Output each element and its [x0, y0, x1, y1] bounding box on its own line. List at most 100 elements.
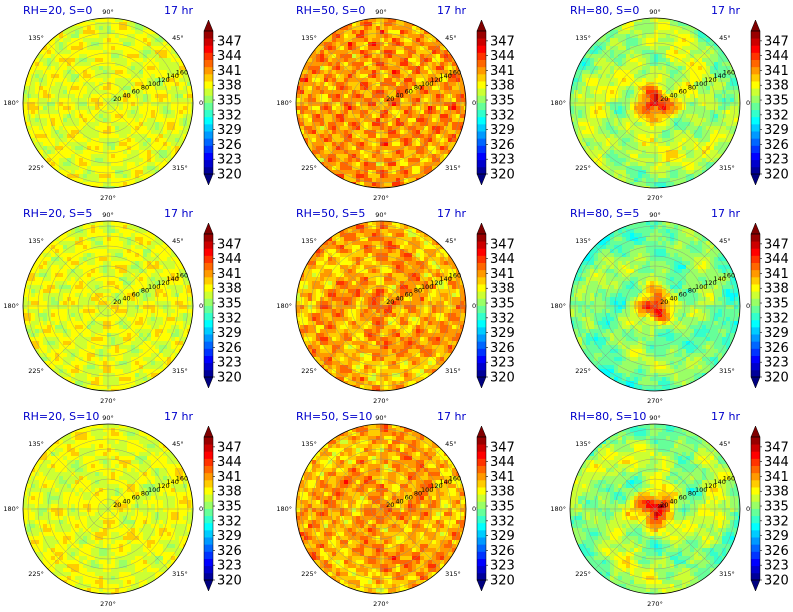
angle-tick-label: 225° — [28, 570, 44, 578]
angle-tick-label: 0° — [199, 505, 206, 513]
angle-tick-label: 315° — [172, 164, 188, 172]
colorbar-tick-label: 332 — [764, 108, 789, 123]
radial-tick-label: 20 — [113, 298, 121, 306]
colorbar-tick-label: 320 — [217, 168, 242, 183]
radial-tick-label: 20 — [660, 95, 668, 103]
colorbar-tick-label: 326 — [490, 138, 515, 153]
polar-outline — [22, 17, 194, 189]
radial-tick-label: 80 — [688, 490, 696, 498]
radial-tick-label: 60 — [405, 494, 413, 502]
angle-tick-label: 225° — [575, 570, 591, 578]
angle-tick-label: 315° — [719, 367, 735, 375]
angle-tick-label: 225° — [301, 570, 317, 578]
radial-tick-label: 60 — [679, 494, 687, 502]
angle-tick-label: 315° — [172, 367, 188, 375]
colorbar-tick-label: 347 — [217, 34, 242, 49]
radial-tick-label: 100 — [421, 283, 433, 291]
colorbar-tick-label: 326 — [764, 138, 789, 153]
colorbar-tick-label: 332 — [490, 311, 515, 326]
colorbar-tick-label: 341 — [217, 267, 242, 282]
colorbar-tick-label: 326 — [217, 341, 242, 356]
angle-tick-label: 135° — [575, 34, 591, 42]
radial-tick-label: 160 — [176, 68, 188, 76]
colorbar-tick-label: 335 — [217, 94, 242, 109]
radial-tick-label: 140 — [439, 478, 451, 486]
colorbar-tick-label: 329 — [490, 326, 515, 341]
angle-tick-label: 90° — [375, 8, 387, 16]
radial-tick-label: 40 — [669, 294, 677, 302]
colorbar-tick-label: 347 — [490, 237, 515, 252]
panel-time-label: 17 hr — [437, 410, 466, 423]
colorbar-tick-label: 341 — [490, 470, 515, 485]
angle-tick-label: 180° — [276, 302, 292, 310]
colorbar-tick-label: 335 — [217, 297, 242, 312]
radial-tick-label: 20 — [113, 501, 121, 509]
radial-tick-label: 140 — [713, 72, 725, 80]
angle-tick-label: 180° — [276, 505, 292, 513]
angle-tick-label: 0° — [199, 99, 206, 107]
angle-tick-label: 225° — [28, 367, 44, 375]
polar-grid — [23, 424, 193, 594]
polar-grid — [570, 424, 740, 594]
colorbar-tick-label: 335 — [764, 94, 789, 109]
radial-tick-label: 120 — [704, 279, 716, 287]
polar-outline — [22, 423, 194, 595]
colorbar-tick-label: 347 — [217, 440, 242, 455]
polar-grid — [296, 18, 466, 188]
colorbar-tick-label: 329 — [217, 123, 242, 138]
polar-grid — [23, 18, 193, 188]
angle-tick-label: 315° — [445, 367, 461, 375]
angle-tick-label: 90° — [649, 414, 661, 422]
colorbar-tick-label: 329 — [217, 529, 242, 544]
radial-tick-label: 140 — [166, 72, 178, 80]
colorbar-tick-label: 332 — [764, 311, 789, 326]
angle-tick-label: 0° — [746, 505, 753, 513]
angle-tick-label: 180° — [3, 302, 19, 310]
radial-tick-label: 60 — [679, 291, 687, 299]
radial-tick-label: 160 — [449, 474, 461, 482]
colorbar-tick-label: 344 — [764, 49, 789, 64]
angle-tick-label: 90° — [102, 211, 114, 219]
colorbar-tick-label: 344 — [217, 455, 242, 470]
radial-tick-label: 140 — [166, 478, 178, 486]
angle-tick-label: 0° — [746, 302, 753, 310]
radial-tick-label: 120 — [157, 482, 169, 490]
angle-tick-label: 225° — [301, 164, 317, 172]
angle-tick-label: 135° — [575, 440, 591, 448]
angle-tick-label: 135° — [301, 34, 317, 42]
colorbar-tick-label: 332 — [490, 108, 515, 123]
angle-tick-label: 90° — [102, 414, 114, 422]
angle-tick-label: 315° — [445, 164, 461, 172]
radial-tick-label: 120 — [157, 279, 169, 287]
angle-tick-label: 90° — [102, 8, 114, 16]
angle-tick-label: 135° — [301, 237, 317, 245]
angle-tick-label: 0° — [472, 302, 479, 310]
radial-tick-label: 80 — [141, 84, 149, 92]
radial-tick-label: 60 — [132, 88, 140, 96]
angle-tick-label: 270° — [100, 600, 116, 608]
radial-tick-label: 100 — [148, 283, 160, 291]
radial-tick-label: 80 — [688, 84, 696, 92]
polar-grid — [296, 221, 466, 391]
colorbar-tick-label: 329 — [490, 123, 515, 138]
radial-tick-label: 100 — [695, 283, 707, 291]
colorbar-tick-label: 347 — [764, 34, 789, 49]
angle-tick-label: 225° — [575, 164, 591, 172]
radial-tick-label: 100 — [421, 80, 433, 88]
colorbar-tick-label: 326 — [217, 544, 242, 559]
colorbar-tick-label: 347 — [764, 237, 789, 252]
colorbar-tick-label: 332 — [217, 108, 242, 123]
radial-tick-label: 40 — [395, 294, 403, 302]
angle-tick-label: 270° — [647, 397, 663, 405]
colorbar-tick-label: 323 — [217, 153, 242, 168]
theta-e-field — [23, 424, 193, 594]
colorbar-tick-label: 338 — [764, 79, 789, 94]
